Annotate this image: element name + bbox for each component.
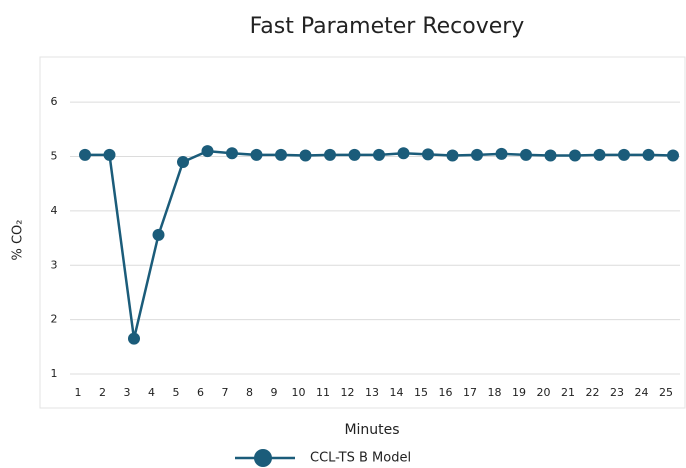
y-tick-label: 3 [51, 258, 58, 271]
x-tick-label: 10 [292, 386, 306, 399]
marker [103, 148, 116, 161]
x-tick-label: 6 [197, 386, 204, 399]
x-tick-label: 2 [99, 386, 106, 399]
x-tick-label: 4 [148, 386, 155, 399]
x-tick-label: 23 [610, 386, 624, 399]
x-tick-label: 18 [488, 386, 502, 399]
x-tick-label: 25 [659, 386, 673, 399]
marker [593, 148, 606, 161]
x-tick-label: 15 [414, 386, 428, 399]
x-tick-label: 24 [635, 386, 649, 399]
marker [348, 148, 361, 161]
marker [422, 148, 434, 161]
marker [667, 149, 679, 162]
y-tick-label: 6 [51, 95, 58, 108]
marker [250, 148, 263, 161]
x-tick-label: 12 [341, 386, 355, 399]
marker [177, 155, 189, 168]
marker [471, 148, 483, 161]
legend-marker [254, 449, 272, 467]
line [85, 149, 674, 339]
y-tick-label: 5 [51, 150, 58, 163]
marker [226, 147, 238, 160]
x-tick-label: 9 [271, 386, 278, 399]
x-tick-label: 22 [586, 386, 600, 399]
marker [495, 147, 508, 160]
marker [324, 148, 336, 161]
y-tick-label: 2 [51, 313, 58, 326]
y-tick-label: 1 [51, 367, 58, 380]
marker [299, 149, 312, 162]
marker [520, 148, 532, 161]
x-tick-label: 7 [222, 386, 229, 399]
x-tick-label: 20 [537, 386, 551, 399]
y-axis-label: % CO₂ [11, 219, 26, 260]
x-tick-label: 8 [246, 386, 253, 399]
marker [201, 145, 214, 158]
x-tick-label: 16 [439, 386, 453, 399]
marker [618, 148, 630, 161]
x-axis-label: Minutes [344, 422, 399, 438]
legend-label: CCL-TS B Model [310, 451, 411, 466]
x-tick-label: 13 [365, 386, 379, 399]
x-tick-label: 3 [124, 386, 131, 399]
plot-frame [39, 56, 686, 409]
x-tick-label: 11 [316, 386, 330, 399]
marker [397, 147, 410, 160]
marker [569, 149, 581, 162]
y-tick-label: 4 [51, 204, 58, 217]
marker [275, 148, 287, 161]
marker [152, 228, 165, 241]
marker [544, 149, 557, 162]
marker [128, 332, 140, 345]
x-tick-label: 14 [390, 386, 404, 399]
x-tick-label: 19 [512, 386, 526, 399]
marker [642, 148, 655, 161]
marker [79, 148, 91, 161]
x-tick-label: 21 [561, 386, 575, 399]
x-tick-label: 1 [75, 386, 82, 399]
x-tick-label: 5 [173, 386, 180, 399]
marker [373, 148, 385, 161]
chart-title: Fast Parameter Recovery [250, 14, 525, 39]
x-tick-label: 17 [463, 386, 477, 399]
marker [446, 149, 459, 162]
